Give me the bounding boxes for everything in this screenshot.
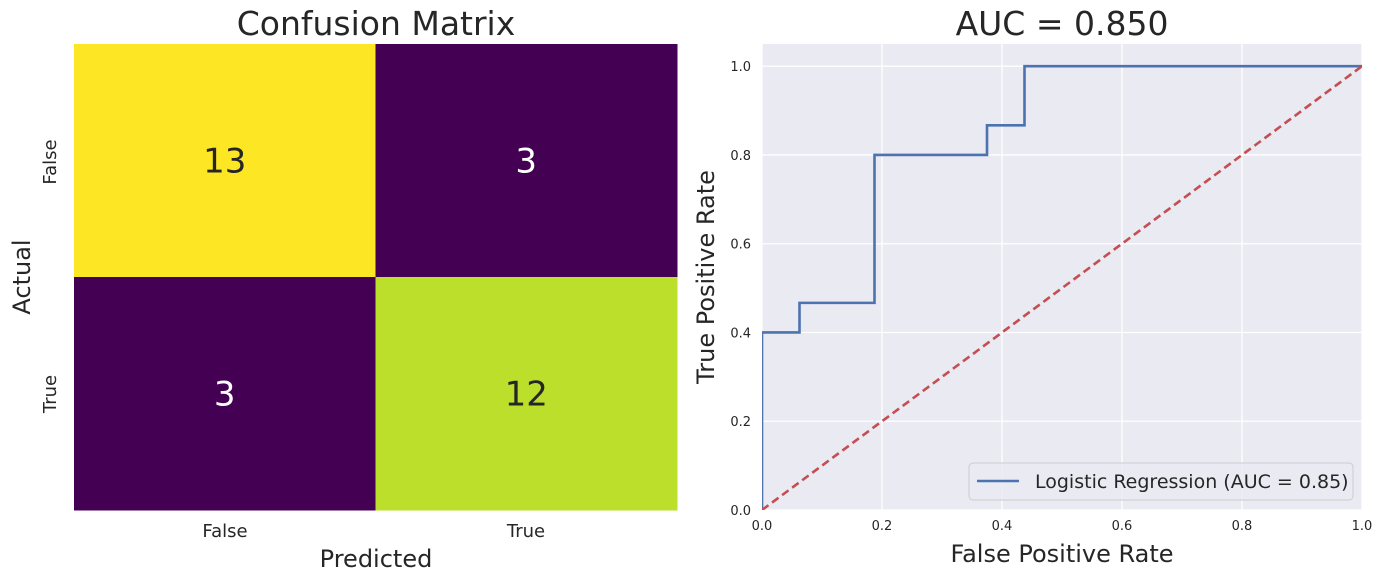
y-tick-label-true: True — [40, 375, 61, 414]
heatmap-cell — [375, 277, 678, 511]
x-axis-title: Predicted — [320, 545, 433, 573]
x-tick-label: 0.0 — [752, 519, 773, 534]
y-tick-label: 0.2 — [730, 415, 751, 430]
roc-panel: AUC = 0.850 0.0 0.2 0.4 0.6 0.8 1.0 0.0 0.2 0.4… — [692, 4, 1372, 568]
x-tick-label: 0.2 — [872, 519, 893, 534]
heatmap-cell-label: 12 — [505, 375, 548, 415]
heatmap-cell — [74, 44, 376, 278]
legend: Logistic Regression (AUC = 0.85) — [968, 462, 1354, 501]
x-tick-label: 1.0 — [1352, 519, 1373, 534]
x-tick-label: 0.4 — [992, 519, 1013, 534]
x-tick-label: 0.6 — [1112, 519, 1133, 534]
heatmap-cell-labels: 13 3 3 12 — [203, 142, 548, 415]
y-tick-label: 0.6 — [730, 238, 751, 253]
confusion-matrix-title: Confusion Matrix — [237, 4, 516, 43]
y-tick-label: 0.0 — [730, 504, 751, 519]
roc-series — [762, 64, 1362, 510]
x-tick-label-false: False — [202, 521, 247, 542]
heatmap-cell — [375, 44, 678, 278]
y-tick-label: 0.8 — [730, 149, 751, 164]
legend-box — [968, 462, 1354, 501]
x-tick-labels: 0.0 0.2 0.4 0.6 0.8 1.0 — [752, 519, 1373, 534]
y-tick-label-false: False — [40, 139, 61, 184]
roc-title: AUC = 0.850 — [956, 4, 1169, 43]
heatmap-cell-label: 3 — [214, 375, 236, 415]
heatmap-cell — [74, 277, 376, 511]
legend-label: Logistic Regression (AUC = 0.85) — [1035, 471, 1349, 493]
heatmap-cell-label: 13 — [203, 142, 246, 182]
x-tick-label: 0.8 — [1232, 519, 1253, 534]
y-tick-label: 0.4 — [730, 326, 751, 341]
y-tick-labels: 0.0 0.2 0.4 0.6 0.8 1.0 — [730, 60, 751, 519]
gridlines — [761, 44, 1363, 511]
y-axis-title: True Positive Rate — [692, 170, 720, 385]
y-axis-title: Actual — [8, 239, 36, 314]
plot-area — [762, 44, 1362, 510]
x-axis-title: False Positive Rate — [950, 540, 1173, 568]
y-tick-label: 1.0 — [730, 60, 751, 75]
heatmap-cells — [74, 44, 678, 511]
x-tick-label-true: True — [506, 521, 545, 542]
confusion-matrix-panel: Confusion Matrix 13 3 3 12 False True False… — [8, 4, 678, 573]
heatmap-cell-label: 3 — [515, 142, 537, 182]
roc-curve-line — [762, 64, 1362, 510]
